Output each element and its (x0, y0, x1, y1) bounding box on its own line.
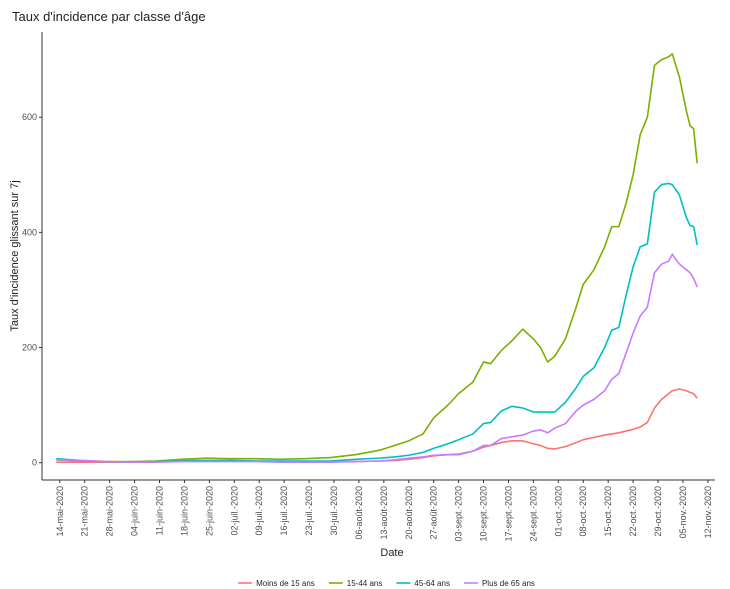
x-tick-label: 28-mai-2020 (105, 486, 115, 537)
line-series (56, 182, 698, 463)
x-tick-label: 22-oct.-2020 (628, 486, 638, 537)
x-tick-label: 23-juil.-2020 (304, 486, 314, 536)
x-tick-label: 01-oct.-2020 (553, 486, 563, 537)
x-tick-label: 11-juin-2020 (155, 486, 165, 535)
x-tick-label: 10-sept.-2020 (479, 486, 489, 542)
x-tick-label: 15-oct.-2020 (603, 486, 613, 537)
x-tick-label: 29-oct.-2020 (653, 486, 663, 537)
chart-title: Taux d'incidence par classe d'âge (12, 9, 206, 24)
x-tick-label: 04-juin-2020 (130, 486, 140, 536)
x-tick-label: 06-août-2020 (354, 486, 364, 540)
x-tick-label: 18-juin-2020 (179, 486, 189, 536)
legend-label: Plus de 65 ans (482, 579, 535, 588)
y-tick-label: 600 (22, 112, 37, 122)
y-tick-label: 400 (22, 227, 37, 237)
x-tick-label: 14-mai-2020 (55, 486, 65, 537)
x-tick-label: 27-août-2020 (429, 486, 439, 540)
line-series (56, 253, 698, 463)
x-tick-label: 03-sept.-2020 (454, 486, 464, 542)
legend-label: Moins de 15 ans (256, 579, 315, 588)
legend-label: 15-44 ans (347, 579, 383, 588)
x-tick-label: 08-oct.-2020 (578, 486, 588, 537)
y-axis-label: Taux d'incidence glissant sur 7j (9, 180, 21, 331)
legend-label: 45-64 ans (414, 579, 450, 588)
x-tick-label: 13-août-2020 (379, 486, 389, 540)
y-tick-label: 0 (32, 458, 37, 468)
y-tick-label: 200 (22, 343, 37, 353)
x-tick-label: 25-juin-2020 (204, 486, 214, 536)
x-axis-label: Date (380, 547, 403, 559)
x-tick-label: 02-juil.-2020 (229, 486, 239, 536)
x-tick-label: 21-mai-2020 (80, 486, 90, 537)
x-tick-label: 30-juil.-2020 (329, 486, 339, 536)
x-tick-label: 05-nov.-2020 (678, 486, 688, 538)
x-tick-label: 09-juil.-2020 (254, 486, 264, 536)
x-tick-label: 20-août-2020 (404, 486, 414, 540)
x-tick-label: 17-sept.-2020 (503, 486, 513, 542)
line-series (56, 53, 698, 463)
x-tick-label: 16-juil.-2020 (279, 486, 289, 536)
x-tick-label: 12-nov.-2020 (703, 486, 713, 538)
x-tick-label: 24-sept.-2020 (528, 486, 538, 542)
